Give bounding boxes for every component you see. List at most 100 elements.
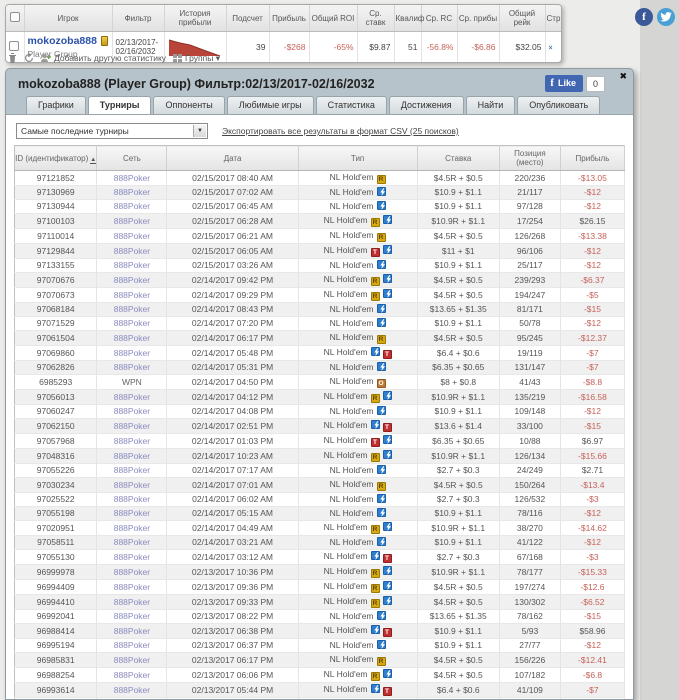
- network-link[interactable]: 888Poker: [113, 684, 151, 695]
- tab-Турниры[interactable]: Турниры: [87, 96, 152, 114]
- network-link[interactable]: 888Poker: [113, 230, 151, 241]
- stats-header[interactable]: Квалиф: [394, 5, 425, 32]
- network-link[interactable]: 888Poker: [113, 640, 151, 650]
- stats-header[interactable]: Прибыль: [269, 5, 310, 32]
- tab-Любимые игры[interactable]: Любимые игры: [226, 96, 314, 114]
- stats-header[interactable]: Подсчет: [226, 5, 270, 32]
- player-stats-row: mokozoba888 Player Group 02/13/2017- 02/…: [6, 31, 561, 62]
- column-header-Дата[interactable]: Дата: [166, 145, 299, 171]
- tab-Графики[interactable]: Графики: [26, 96, 86, 114]
- add-statistic-button[interactable]: Добавить другую статистику: [41, 53, 166, 63]
- tab-Найти[interactable]: Найти: [465, 96, 516, 114]
- cell-id: 96994409: [14, 579, 98, 595]
- network-link[interactable]: 888Poker: [113, 494, 151, 504]
- cell-id: 97030234: [14, 477, 98, 493]
- column-header-Сеть[interactable]: Сеть: [96, 145, 168, 171]
- column-header-Позиция (место)[interactable]: Позиция (место): [499, 145, 561, 171]
- network-link[interactable]: 888Poker: [113, 566, 151, 577]
- close-icon[interactable]: ✖: [619, 71, 627, 81]
- cell-date: 02/14/2017 08:43 PM: [166, 302, 299, 317]
- twitter-icon[interactable]: [657, 8, 675, 26]
- network-link[interactable]: 888Poker: [113, 537, 151, 547]
- network-link[interactable]: 888Poker: [113, 260, 151, 270]
- column-header-Тип[interactable]: Тип: [298, 145, 418, 171]
- tournament-row: 97071529 888Poker 02/14/2017 07:20 PM NL Ho…: [14, 316, 626, 331]
- column-header-Ставка[interactable]: Ставка: [417, 145, 500, 171]
- network-link[interactable]: 888Poker: [113, 406, 151, 416]
- network-link[interactable]: 888Poker: [113, 596, 151, 607]
- network-link[interactable]: 888Poker: [113, 654, 151, 665]
- row-checkbox[interactable]: [9, 41, 19, 51]
- network-link[interactable]: 888Poker: [113, 304, 151, 314]
- network-link[interactable]: 888Poker: [113, 245, 151, 256]
- network-link[interactable]: 888Poker: [113, 581, 151, 592]
- stats-header[interactable]: Общий ROI: [309, 5, 358, 32]
- network-link[interactable]: 888Poker: [113, 215, 151, 226]
- gold-badge-icon: [100, 36, 108, 46]
- stats-header[interactable]: Ср. RC: [421, 5, 458, 32]
- network-link[interactable]: 888Poker: [113, 625, 151, 636]
- cell-stake: $6.35 + $0.65: [417, 697, 500, 699]
- tab-Оппоненты[interactable]: Оппоненты: [153, 96, 225, 114]
- network-link[interactable]: WPN: [121, 376, 142, 387]
- stats-header[interactable]: Ср. прибы: [457, 5, 500, 32]
- cell-date: 02/15/2017 06:05 AM: [166, 243, 299, 259]
- network-link[interactable]: 888Poker: [113, 362, 151, 372]
- facebook-icon[interactable]: f: [635, 8, 653, 26]
- tournament-row: 97133155 888Poker 02/15/2017 03:26 AM NL Ho…: [14, 258, 626, 273]
- network-link[interactable]: 888Poker: [113, 332, 151, 343]
- stats-header[interactable]: Ср. ставк: [357, 5, 395, 32]
- network-link[interactable]: 888Poker: [113, 611, 151, 621]
- facebook-like-button[interactable]: f Like: [545, 75, 583, 92]
- network-link[interactable]: 888Poker: [113, 391, 151, 402]
- network-link[interactable]: 888Poker: [113, 522, 151, 533]
- country-flag-icon[interactable]: ×: [548, 45, 553, 52]
- network-link[interactable]: 888Poker: [113, 479, 151, 490]
- network-link[interactable]: 888Poker: [113, 318, 151, 328]
- cell-position: 41/122: [499, 535, 561, 550]
- network-link[interactable]: 888Poker: [113, 465, 151, 475]
- cell-stake: $10.9 + $1.1: [417, 185, 500, 200]
- cell-position: 126/134: [499, 448, 561, 464]
- delete-button[interactable]: [8, 53, 17, 63]
- stats-header[interactable]: История прибыли: [164, 5, 227, 32]
- player-name-link[interactable]: mokozoba888: [27, 35, 97, 47]
- tournament-filter-select[interactable]: Самые последние турниры ▼: [16, 123, 208, 139]
- network-link[interactable]: 888Poker: [113, 289, 151, 300]
- network-link[interactable]: 888Poker: [113, 669, 151, 680]
- tab-Достижения[interactable]: Достижения: [388, 96, 464, 114]
- network-link[interactable]: 888Poker: [113, 435, 151, 446]
- tournaments-header-row: ID (идентификатор) ▲ Сеть Дата Тип Ставка Пози…: [14, 145, 626, 171]
- column-header-ID (идентификатор)[interactable]: ID (идентификатор) ▲: [14, 145, 98, 171]
- network-link[interactable]: 888Poker: [113, 450, 151, 461]
- refresh-button[interactable]: [24, 53, 34, 63]
- network-link[interactable]: 888Poker: [113, 172, 151, 183]
- export-csv-link[interactable]: Экспортировать все результаты в формат C…: [222, 126, 459, 136]
- select-all-checkbox[interactable]: [9, 12, 20, 22]
- cell-date: 02/15/2017 06:21 AM: [166, 228, 299, 244]
- network-link[interactable]: 888Poker: [113, 508, 151, 518]
- network-link[interactable]: 888Poker: [113, 551, 151, 562]
- column-header-Прибыль[interactable]: Прибыль: [560, 145, 626, 171]
- cell-stake: $2.7 + $0.3: [417, 492, 500, 507]
- network-link[interactable]: 888Poker: [113, 187, 151, 197]
- stats-header[interactable]: Стр.: [545, 5, 561, 32]
- groups-button[interactable]: Группы ▾: [173, 53, 220, 64]
- tournament-row: 97048316 888Poker 02/14/2017 10:23 AM NL Ho…: [14, 448, 626, 464]
- game-type-label: NL Hold'em: [323, 566, 368, 576]
- tab-Опубликовать[interactable]: Опубликовать: [517, 96, 601, 114]
- stats-header[interactable]: Общий рейк: [499, 5, 546, 32]
- network-link[interactable]: 888Poker: [113, 347, 151, 358]
- tab-Статистика[interactable]: Статистика: [315, 96, 387, 114]
- stats-header[interactable]: Фильтр: [112, 5, 165, 32]
- cell-network: 888Poker: [96, 492, 168, 507]
- stats-header[interactable]: Игрок: [24, 5, 113, 32]
- game-type-label: NL Hold'em: [329, 654, 374, 664]
- network-link[interactable]: 888Poker: [113, 274, 151, 285]
- red-t-icon: T: [382, 687, 392, 696]
- cell-profit: -$6.8: [560, 667, 626, 683]
- cell-type: NL Hold'em R: [298, 667, 418, 683]
- cell-position: 19/119: [499, 345, 561, 361]
- network-link[interactable]: 888Poker: [113, 420, 151, 431]
- network-link[interactable]: 888Poker: [113, 201, 151, 211]
